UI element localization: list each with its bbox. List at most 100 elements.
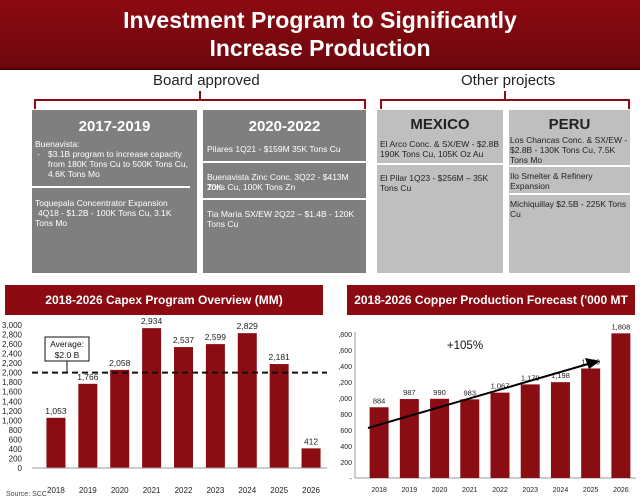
- box-divider: [203, 198, 366, 200]
- y-tick-label: 2,600: [2, 340, 23, 349]
- x-tick-label: 2021: [462, 487, 478, 494]
- box-text: Tons Cu: [380, 183, 412, 193]
- capex-bar: [205, 344, 225, 468]
- box-text: Tons Cu, 100K Tons Zn: [207, 182, 296, 192]
- board-bracket-tick: [199, 91, 201, 101]
- production-bar: [399, 399, 419, 478]
- production-bar: [369, 407, 389, 478]
- y-tick-label: 1,600: [2, 388, 23, 397]
- y-tick-label: 2,400: [2, 350, 23, 359]
- y-tick-label: 1,400: [2, 397, 23, 406]
- capex-value-label: 2,829: [237, 321, 259, 331]
- page-title-line-2: Increase Production: [209, 35, 431, 61]
- capex-bar: [46, 417, 66, 468]
- x-tick-label: 2025: [270, 486, 288, 495]
- production-bar: [581, 368, 601, 478]
- production-bar: [520, 384, 540, 478]
- capex-value-label: 2,599: [205, 332, 227, 342]
- box-heading: 2017-2019: [78, 118, 151, 135]
- x-tick-label: 2019: [79, 486, 97, 495]
- box-text: Tia Maria SX/EW 2Q22 – $1.4B - 120K: [207, 209, 355, 219]
- x-tick-label: 2019: [402, 487, 418, 494]
- y-tick-label: 1,800: [338, 332, 352, 339]
- production-bar: [611, 333, 631, 478]
- y-tick-label: 2,200: [2, 359, 23, 368]
- source-note: Source: SCC: [6, 491, 47, 498]
- x-tick-label: 2022: [492, 487, 508, 494]
- y-tick-label: 2,000: [2, 369, 23, 378]
- y-tick-label: 0: [18, 464, 23, 473]
- x-tick-label: 2023: [522, 487, 538, 494]
- average-label: Average:: [50, 339, 84, 349]
- box-text: Tons Mo: [35, 218, 68, 228]
- box-text: Pilares 1Q21 - $159M 35K Tons Cu: [207, 144, 341, 154]
- y-tick-label: 400: [9, 445, 23, 454]
- y-tick-label: 800: [9, 426, 23, 435]
- box-text: 4.6K Tons Mo: [48, 169, 100, 179]
- y-tick-label: 200: [9, 454, 23, 463]
- y-tick-label: 800: [340, 412, 352, 419]
- production-chart: - 200 400 600 800 1,000 1,200 1,400 1,600 1,800 88…: [338, 322, 636, 494]
- y-tick-label: 600: [9, 435, 23, 444]
- average-callout: [44, 336, 90, 362]
- x-tick-label: 2024: [238, 486, 256, 495]
- box-divider: [509, 193, 630, 195]
- box-heading: 2020-2022: [248, 118, 321, 135]
- box-divider: [377, 163, 503, 165]
- box-text: Toquepala Concentrator Expansion: [35, 198, 168, 208]
- capex-bar: [237, 333, 257, 468]
- box-text: Tons Cu: [207, 219, 239, 229]
- box-text: Expansion: [510, 181, 550, 191]
- capex-value-label: 1,053: [45, 406, 67, 416]
- capex-bar: [301, 448, 321, 468]
- box-text: Ilo Smelter & Refinery: [510, 171, 593, 181]
- growth-annotation: +105%: [447, 340, 483, 352]
- title-banner: Investment Program to Significantly Incr…: [0, 0, 640, 70]
- capex-bar: [174, 347, 193, 468]
- capex-value-label: 1,766: [77, 372, 99, 382]
- production-chart-title: 2018-2026 Copper Production Forecast ('0…: [347, 285, 635, 337]
- production-value-label: 1,067: [491, 382, 510, 391]
- y-tick-label: 1,600: [338, 348, 352, 355]
- x-tick-label: 2022: [175, 486, 193, 495]
- page-title-line-1: Investment Program to Significantly: [123, 7, 517, 33]
- y-tick-label: 200: [340, 460, 352, 467]
- box-text: $2.8B - 130K Tons Cu, 7.5K: [510, 145, 616, 155]
- y-tick-label: 3,000: [2, 321, 23, 330]
- capex-bar: [142, 328, 162, 468]
- box-text: Michiquillay $2.5B - 225K Tons Cu: [510, 199, 627, 219]
- capex-bar: [269, 364, 289, 468]
- average-value: $2.0 B: [55, 350, 80, 360]
- y-tick-label: 1,800: [2, 378, 23, 387]
- x-tick-label: 2020: [111, 486, 129, 495]
- capex-value-label: 2,181: [269, 352, 291, 362]
- box-heading: PERU: [548, 116, 591, 133]
- x-tick-label: 2024: [553, 487, 569, 494]
- production-bar: [430, 398, 450, 478]
- growth-arrow-head: [585, 358, 600, 369]
- board-approved-label: Board approved: [153, 72, 260, 89]
- box-text: from 180K Tons Cu to 500K Tons Cu,: [48, 159, 189, 169]
- y-tick-label: 600: [340, 428, 352, 435]
- capex-value-label: 2,537: [173, 335, 195, 345]
- capex-value-label: 2,058: [109, 358, 131, 368]
- box-heading: MEXICO: [410, 116, 470, 133]
- box-mexico: MEXICO El Arco Conc. & SX/EW - $2.8B 190…: [377, 110, 503, 273]
- production-value-label: 1,198: [551, 371, 570, 380]
- x-tick-label: 2020: [432, 487, 448, 494]
- bullet-dash: -: [37, 149, 40, 159]
- capex-bar: [78, 383, 98, 468]
- production-value-label: 1,808: [611, 322, 630, 331]
- y-tick-label: 1,200: [2, 407, 23, 416]
- y-tick-label: 2,800: [2, 331, 23, 340]
- y-tick-label: 1,200: [338, 380, 352, 387]
- x-tick-label: 2018: [47, 486, 65, 495]
- y-tick-label: 1,400: [338, 364, 352, 371]
- box-divider: [203, 161, 366, 163]
- y-tick-label: 1,000: [338, 396, 352, 403]
- other-bracket-tick: [504, 91, 506, 101]
- page-title: Investment Program to Significantly Incr…: [0, 6, 640, 62]
- x-tick-label: 2023: [206, 486, 224, 495]
- other-projects-label: Other projects: [461, 72, 556, 89]
- x-tick-label: 2021: [143, 486, 161, 495]
